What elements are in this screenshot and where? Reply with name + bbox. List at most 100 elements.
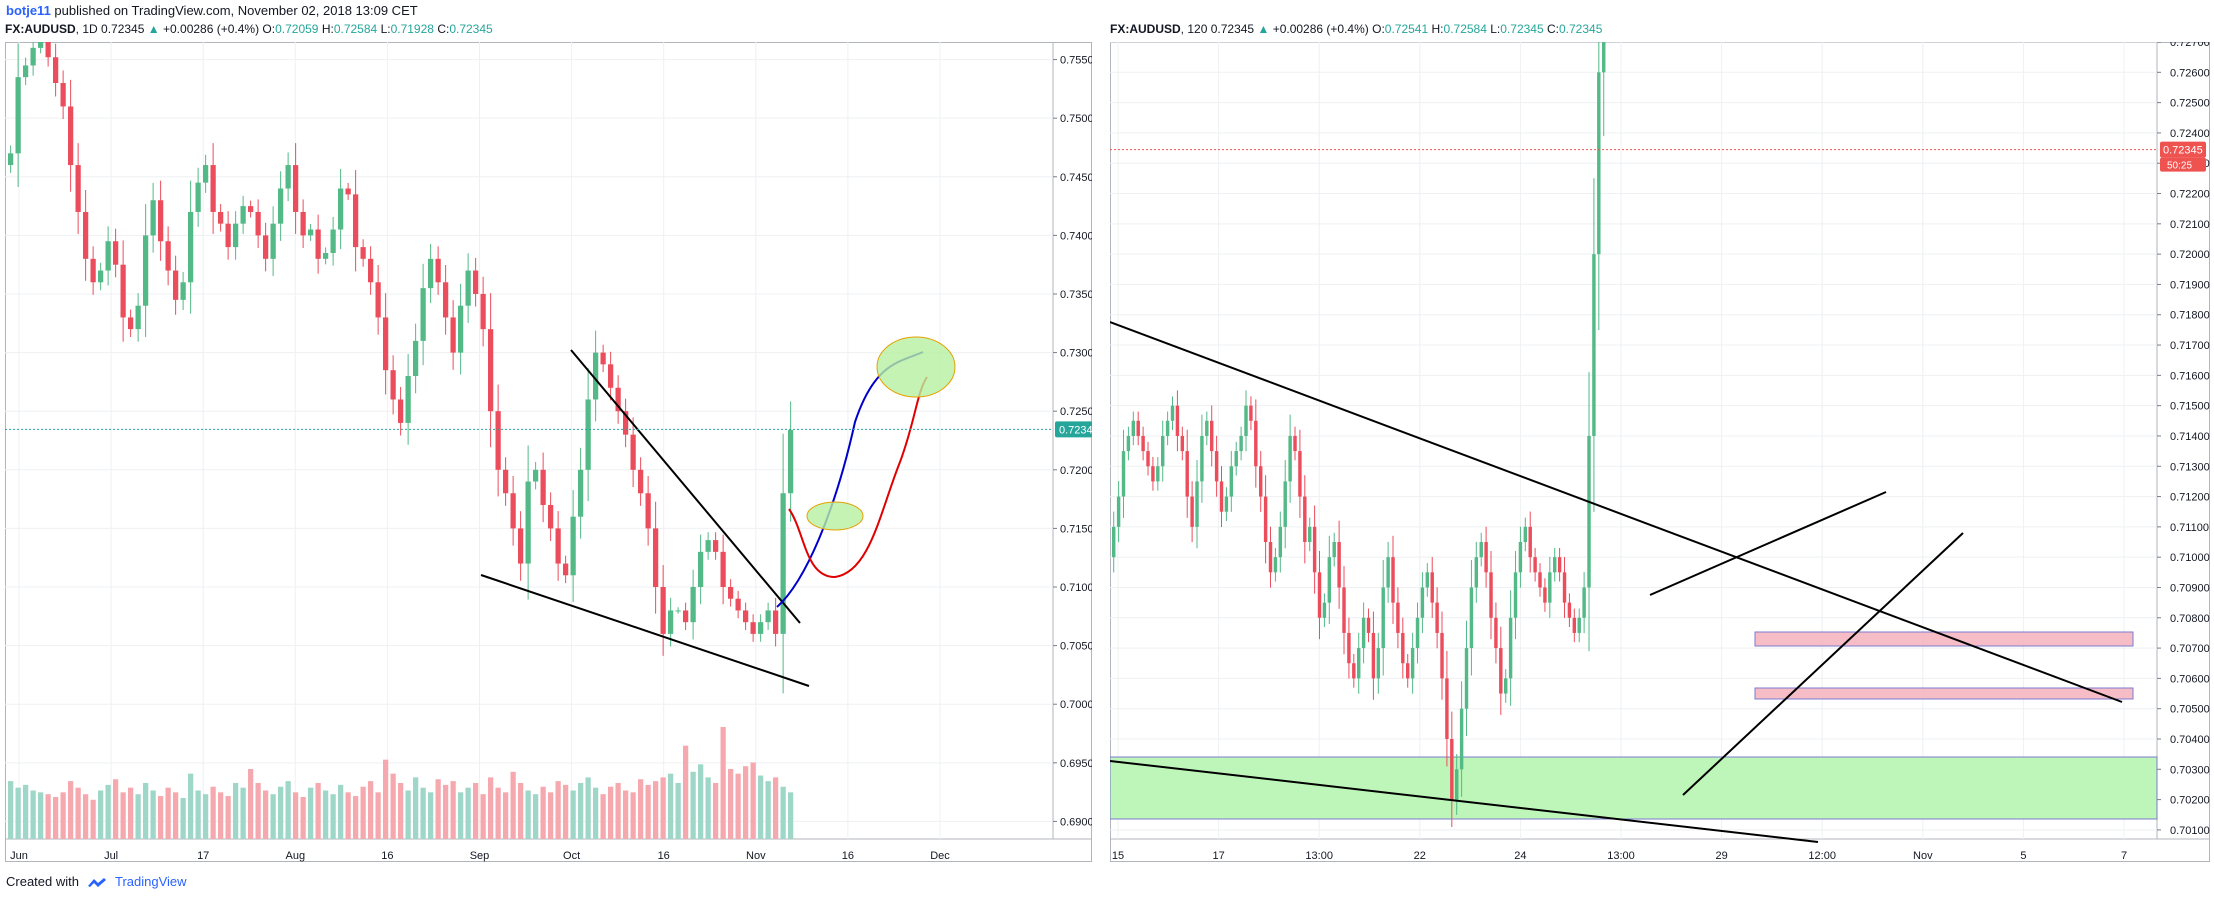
candle-body xyxy=(1312,526,1317,573)
candle-body xyxy=(1523,526,1528,543)
candle-body xyxy=(165,241,171,271)
volume-bar xyxy=(218,792,224,839)
volume-bar xyxy=(593,787,599,839)
volume-bar xyxy=(555,781,561,839)
volume-bar xyxy=(8,781,14,839)
publication-header: botje11 published on TradingView.com, No… xyxy=(6,3,418,18)
volume-bar xyxy=(743,766,749,839)
candle-body xyxy=(368,258,374,283)
time-tick-label: 24 xyxy=(1514,850,1526,862)
candle-body xyxy=(705,540,711,552)
time-tick-label: 29 xyxy=(1715,850,1727,862)
candle-body xyxy=(113,241,119,265)
volume-bar xyxy=(30,790,36,839)
price-tick-label: 0.72400 xyxy=(2170,128,2210,140)
candle-body xyxy=(435,258,441,283)
candle-body xyxy=(1440,632,1444,679)
candle-body xyxy=(1508,617,1513,679)
candle-body xyxy=(1450,738,1454,800)
right-chart[interactable]: 0.727000.726000.725000.724000.723000.722… xyxy=(1110,42,2210,862)
candle-body xyxy=(323,252,329,259)
right-drawings xyxy=(1110,321,2123,843)
candle-body xyxy=(1180,435,1185,452)
candle-body xyxy=(1249,405,1253,421)
price-tick-label: 0.70900 xyxy=(2170,582,2210,594)
candle-body xyxy=(720,551,726,588)
candle-body xyxy=(780,493,786,634)
volume-bar xyxy=(173,792,179,839)
price-tick-label: 0.71400 xyxy=(2170,431,2210,443)
candle-body xyxy=(1415,617,1420,649)
low: 0.72345 xyxy=(1500,22,1544,36)
price-tick-label: 0.72500 xyxy=(2170,98,2210,110)
left-chart-frame xyxy=(5,42,1092,862)
price-tick-label: 0.72700 xyxy=(2170,42,2210,49)
volume-bar xyxy=(68,781,74,839)
candle-body xyxy=(225,223,231,248)
time-tick-label: 17 xyxy=(197,850,209,862)
candle-body xyxy=(1121,451,1126,497)
volume-bar xyxy=(128,787,134,839)
candle-body xyxy=(1146,451,1150,467)
volume-bar xyxy=(90,799,96,839)
volume-bar xyxy=(60,792,66,839)
candle-body xyxy=(1445,678,1449,739)
volume-bar xyxy=(83,794,89,839)
candle-body xyxy=(1587,435,1591,588)
candle-body xyxy=(1200,435,1204,482)
price-tick-label: 0.71100 xyxy=(2170,522,2209,534)
volume-bar xyxy=(165,787,171,839)
candle-body xyxy=(1504,678,1508,694)
candle-body xyxy=(690,587,696,623)
price-tick-label: 0.71500 xyxy=(2170,401,2210,413)
candle-body xyxy=(1165,420,1170,436)
candle-body xyxy=(1396,602,1400,633)
candle-body xyxy=(1273,557,1278,573)
candle-body xyxy=(578,469,584,517)
volume-bar xyxy=(248,769,254,839)
price-tick-label: 0.70500 xyxy=(2170,704,2210,716)
volume-bar xyxy=(233,783,239,839)
candle-body xyxy=(1141,435,1145,452)
candle-body xyxy=(1602,42,1606,73)
candle-body xyxy=(473,270,479,294)
candle-body xyxy=(150,200,156,236)
candle-body xyxy=(1557,557,1562,573)
candle-body xyxy=(1538,572,1542,588)
volume-bar xyxy=(420,787,426,839)
candle-body xyxy=(503,469,509,494)
tradingview-link[interactable]: TradingView xyxy=(114,874,187,889)
footer: Created with TradingView xyxy=(6,874,187,889)
candle-body xyxy=(345,188,351,195)
volume-bar xyxy=(300,797,306,839)
candle-body xyxy=(1513,572,1518,618)
support-trendline xyxy=(480,574,810,687)
candle-body xyxy=(1479,542,1483,558)
time-tick-label: Nov xyxy=(746,850,766,862)
candle-body xyxy=(315,229,321,259)
volume-bar xyxy=(353,796,359,839)
volume-bar xyxy=(540,786,546,839)
price-tick-label: 0.71000 xyxy=(1060,582,1092,594)
time-tick-label: 16 xyxy=(842,850,854,862)
candle-body xyxy=(1410,648,1415,679)
volume-bar xyxy=(398,783,404,839)
candle-body xyxy=(660,587,666,634)
candle-body xyxy=(1308,526,1312,543)
candle-body xyxy=(1337,542,1341,588)
last-price: 0.72345 xyxy=(1210,22,1255,36)
close: 0.72345 xyxy=(1559,22,1603,36)
candle-body xyxy=(1582,587,1586,618)
candle-body xyxy=(330,229,336,253)
resistance-zone-upper xyxy=(1754,631,2134,647)
candle-body xyxy=(90,258,96,283)
candle-body xyxy=(135,305,141,330)
author-link[interactable]: botje11 xyxy=(6,3,51,18)
candle-body xyxy=(1303,496,1307,543)
candle-body xyxy=(645,493,651,529)
time-tick-label: Oct xyxy=(563,850,580,862)
